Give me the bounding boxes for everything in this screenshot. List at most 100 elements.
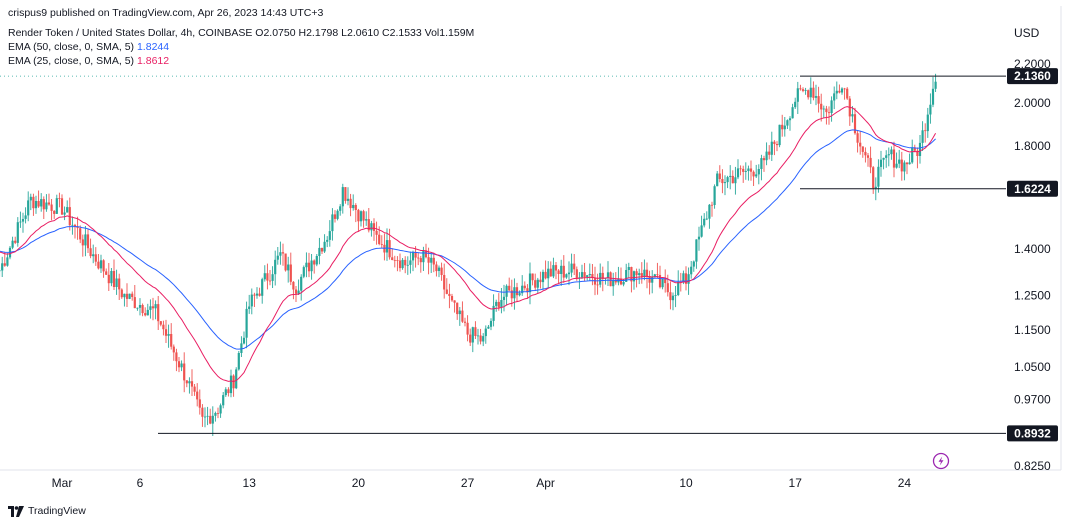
candle-body bbox=[198, 399, 201, 408]
candle-body bbox=[287, 264, 290, 271]
candle-body bbox=[898, 159, 901, 164]
candle-body bbox=[651, 277, 654, 283]
candle-body bbox=[515, 287, 519, 296]
candle-body bbox=[492, 305, 495, 321]
candle-body bbox=[385, 240, 389, 253]
candle-body bbox=[786, 120, 789, 126]
candle-body bbox=[562, 265, 565, 278]
candle-body bbox=[710, 204, 714, 206]
candle-body bbox=[536, 279, 539, 288]
candle-body bbox=[601, 272, 604, 279]
tradingview-brand[interactable]: TradingView bbox=[8, 505, 86, 517]
candle-body bbox=[874, 186, 877, 189]
candle-body bbox=[466, 322, 469, 335]
candle-body bbox=[63, 212, 66, 215]
candle-body bbox=[333, 214, 337, 219]
candle-body bbox=[744, 171, 747, 172]
candle-body bbox=[430, 257, 433, 263]
candle-body bbox=[344, 187, 347, 201]
symbol-line: Render Token / United States Dollar, 4h,… bbox=[8, 27, 474, 39]
candle-body bbox=[708, 204, 711, 219]
ema25-legend[interactable]: EMA (25, close, 0, SMA, 5) 1.8612 bbox=[8, 55, 170, 67]
candle-body bbox=[313, 260, 316, 265]
candle-body bbox=[362, 211, 365, 221]
symbol-title: Render Token / United States Dollar, 4h,… bbox=[8, 27, 253, 39]
candle-body bbox=[424, 250, 428, 258]
candle-body bbox=[300, 276, 303, 291]
candle-body bbox=[14, 240, 17, 243]
candle-body bbox=[294, 289, 298, 294]
candle-body bbox=[60, 198, 64, 215]
candle-body bbox=[502, 296, 506, 300]
candle-body bbox=[489, 320, 493, 327]
candle-body bbox=[669, 292, 672, 301]
candle-body bbox=[843, 88, 846, 90]
candle-body bbox=[801, 89, 805, 91]
candle-body bbox=[201, 407, 204, 417]
candle-body bbox=[614, 279, 617, 283]
candle-body bbox=[539, 279, 542, 283]
candles-layer bbox=[0, 73, 937, 436]
candle-body bbox=[84, 234, 87, 246]
candle-body bbox=[809, 87, 812, 98]
candle-body bbox=[859, 142, 862, 147]
candle-body bbox=[926, 114, 929, 132]
candle-body bbox=[838, 90, 841, 93]
candle-body bbox=[851, 114, 854, 117]
candle-body bbox=[765, 151, 768, 161]
candle-body bbox=[409, 260, 412, 265]
y-tick-label: 1.2500 bbox=[1014, 289, 1051, 303]
candle-body bbox=[827, 112, 831, 114]
candle-body bbox=[305, 262, 308, 268]
price-level-label: 1.6224 bbox=[1014, 182, 1051, 196]
candle-body bbox=[479, 335, 482, 342]
candle-body bbox=[380, 244, 383, 245]
candle-body bbox=[45, 202, 48, 210]
candle-body bbox=[154, 304, 157, 309]
y-tick-label: 0.8250 bbox=[1014, 459, 1051, 473]
candle-body bbox=[105, 271, 108, 275]
candle-body bbox=[214, 413, 217, 416]
lightning-icon[interactable] bbox=[932, 452, 950, 470]
candle-body bbox=[853, 114, 857, 134]
candle-body bbox=[781, 124, 784, 130]
candle-body bbox=[378, 234, 381, 244]
candle-body bbox=[573, 263, 576, 270]
candle-body bbox=[931, 88, 935, 105]
candle-body bbox=[892, 149, 896, 168]
candle-body bbox=[705, 218, 708, 220]
candle-body bbox=[684, 273, 688, 284]
candle-body bbox=[513, 287, 516, 299]
candle-body bbox=[146, 309, 149, 316]
candle-body bbox=[216, 413, 220, 414]
candle-body bbox=[279, 252, 282, 256]
candle-body bbox=[318, 247, 321, 256]
price-level-badge bbox=[1007, 180, 1058, 197]
candle-body bbox=[830, 100, 833, 113]
candle-body bbox=[346, 198, 350, 201]
candle-body bbox=[102, 260, 105, 272]
candle-body bbox=[762, 158, 766, 161]
candle-body bbox=[495, 301, 498, 306]
candle-body bbox=[682, 273, 685, 283]
candle-body bbox=[40, 199, 43, 207]
candle-body bbox=[814, 96, 818, 98]
candle-body bbox=[310, 260, 313, 272]
candle-body bbox=[0, 270, 1, 272]
ema50-legend[interactable]: EMA (50, close, 0, SMA, 5) 1.8244 bbox=[8, 41, 170, 53]
candle-body bbox=[734, 177, 737, 184]
candle-body bbox=[596, 284, 599, 286]
candle-body bbox=[721, 179, 724, 184]
candle-body bbox=[24, 215, 27, 219]
candle-body bbox=[315, 256, 318, 265]
candle-body bbox=[115, 278, 118, 287]
candle-body bbox=[6, 257, 9, 266]
candle-body bbox=[840, 88, 844, 93]
candle-body bbox=[864, 151, 867, 156]
candle-body bbox=[359, 211, 363, 222]
publisher-line: crispus9 published on TradingView.com, A… bbox=[8, 7, 324, 19]
candle-body bbox=[19, 221, 22, 223]
candle-body bbox=[619, 278, 623, 285]
candle-body bbox=[666, 283, 669, 293]
